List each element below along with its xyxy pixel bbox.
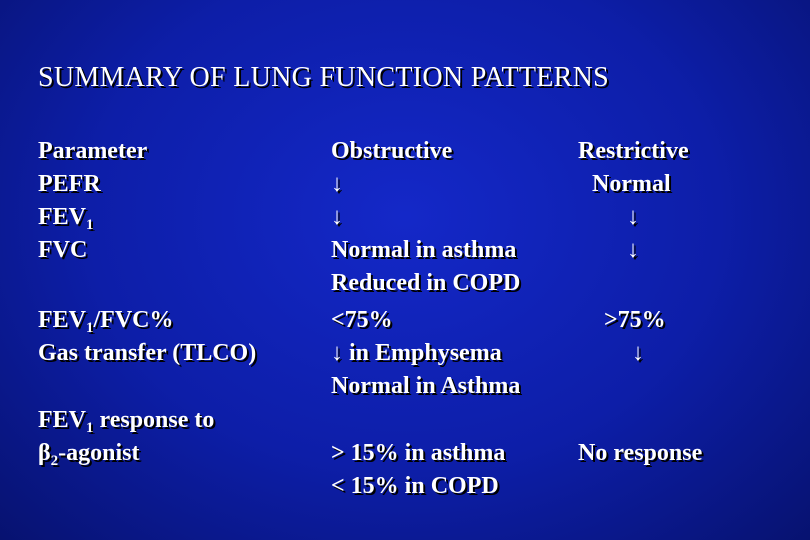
beta-subscript: 2 xyxy=(50,453,59,469)
header-parameter: Parameter xyxy=(38,138,148,164)
restrictive-fev1-down-arrow-icon: ↓ xyxy=(627,204,639,230)
param-response-suffix: response to xyxy=(93,407,215,433)
param-fev1-text: FEV xyxy=(38,204,86,230)
obstructive-gas-down-arrow-icon: ↓ xyxy=(331,340,343,366)
slide-title: SUMMARY OF LUNG FUNCTION PATTERNS xyxy=(38,62,610,93)
param-ratio-suffix: /FVC% xyxy=(93,307,174,333)
obstructive-pefr-down-arrow-icon: ↓ xyxy=(331,171,343,197)
restrictive-pefr: Normal xyxy=(592,171,671,197)
param-pefr: PEFR xyxy=(38,171,101,197)
param-fev1: FEV1 xyxy=(38,201,94,234)
restrictive-ratio: >75% xyxy=(604,307,666,333)
param-gas-transfer: Gas transfer (TLCO) xyxy=(38,340,257,366)
param-fev1-fvc-ratio: FEV1/FVC% xyxy=(38,304,174,337)
beta-symbol: β xyxy=(38,440,51,466)
param-beta-agonist: β2-agonist xyxy=(38,437,140,470)
obstructive-ratio: <75% xyxy=(331,307,393,333)
header-obstructive: Obstructive xyxy=(331,138,453,164)
restrictive-fvc-down-arrow-icon: ↓ xyxy=(627,237,639,263)
param-fev1-response: FEV1 response to xyxy=(38,404,214,437)
beta-suffix: -agonist xyxy=(58,440,140,466)
param-response-prefix: FEV xyxy=(38,407,86,433)
param-response-subscript: 1 xyxy=(86,420,94,436)
param-ratio-prefix: FEV xyxy=(38,307,86,333)
obstructive-gas-emphysema: ↓ in Emphysema xyxy=(331,337,502,370)
param-fvc: FVC xyxy=(38,237,88,263)
obstructive-fev1-down-arrow-icon: ↓ xyxy=(331,204,343,230)
obstructive-response-asthma: > 15% in asthma xyxy=(331,440,506,466)
restrictive-response: No response xyxy=(578,440,703,466)
param-fev1-subscript: 1 xyxy=(86,217,94,233)
obstructive-gas-emphysema-text: in Emphysema xyxy=(343,340,502,366)
header-restrictive: Restrictive xyxy=(578,138,689,164)
param-ratio-subscript: 1 xyxy=(86,320,94,336)
obstructive-fvc-asthma: Normal in asthma xyxy=(331,237,517,263)
restrictive-gas-down-arrow-icon: ↓ xyxy=(632,340,644,366)
obstructive-response-copd: < 15% in COPD xyxy=(331,473,499,499)
obstructive-fvc-copd: Reduced in COPD xyxy=(331,270,521,296)
obstructive-gas-asthma: Normal in Asthma xyxy=(331,373,521,399)
